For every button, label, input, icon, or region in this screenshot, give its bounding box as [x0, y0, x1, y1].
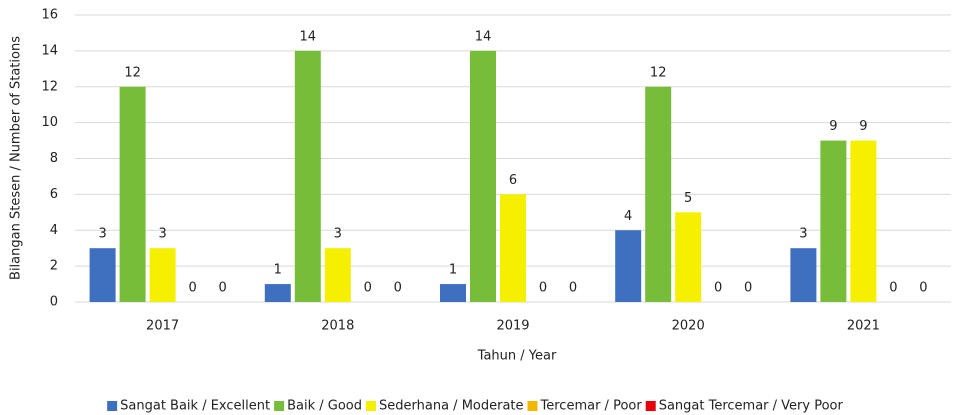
data-label: 14 — [300, 29, 317, 44]
data-label: 0 — [218, 281, 226, 296]
data-label: 3 — [98, 227, 106, 242]
data-label: 12 — [124, 65, 141, 80]
bar — [119, 86, 146, 302]
data-label: 0 — [919, 281, 927, 296]
data-label: 6 — [509, 173, 517, 188]
data-label: 3 — [799, 227, 807, 242]
data-label: 3 — [334, 227, 342, 242]
bar — [324, 248, 351, 302]
data-label: 3 — [158, 227, 166, 242]
legend-label: Sederhana / Moderate — [379, 399, 524, 414]
legend-label: Sangat Tercemar / Very Poor — [659, 399, 844, 414]
data-label: 0 — [188, 281, 196, 296]
data-label: 0 — [364, 281, 372, 296]
data-label: 4 — [624, 209, 632, 224]
data-label: 0 — [539, 281, 547, 296]
data-label: 1 — [449, 263, 457, 278]
data-label: 0 — [569, 281, 577, 296]
x-tick-label: 2020 — [672, 319, 705, 334]
bar — [470, 50, 496, 302]
legend-swatch — [274, 401, 285, 411]
data-label: 5 — [684, 191, 692, 206]
y-axis-label: Bilangan Stesen / Number of Stations — [9, 36, 24, 280]
x-tick-label: 2018 — [321, 319, 354, 334]
legend-label: Baik / Good — [287, 399, 362, 414]
legend-swatch — [107, 401, 118, 411]
legend-label: Tercemar / Poor — [540, 399, 643, 414]
data-label: 0 — [714, 281, 722, 296]
x-axis-label: Tahun / Year — [477, 349, 557, 364]
legend-label: Sangat Baik / Excellent — [120, 399, 270, 414]
bar — [820, 140, 847, 302]
bar — [675, 212, 702, 302]
bar — [615, 230, 642, 302]
data-label: 1 — [274, 263, 282, 278]
data-label: 12 — [650, 65, 667, 80]
data-label: 9 — [859, 119, 867, 134]
bar — [850, 140, 877, 302]
y-tick-label: 16 — [41, 8, 58, 23]
bar — [500, 194, 526, 302]
data-label: 0 — [889, 281, 897, 296]
x-tick-label: 2021 — [847, 319, 880, 334]
y-tick-label: 6 — [50, 187, 58, 202]
y-tick-label: 8 — [50, 151, 58, 166]
x-tick-label: 2017 — [146, 319, 179, 334]
bar — [149, 248, 176, 302]
y-tick-label: 14 — [41, 43, 58, 58]
y-tick-label: 2 — [50, 259, 58, 274]
bar — [645, 86, 672, 302]
bar — [264, 284, 291, 302]
data-label: 14 — [475, 29, 492, 44]
bar — [89, 248, 116, 302]
data-label: 0 — [394, 281, 402, 296]
y-tick-label: 10 — [41, 115, 58, 130]
legend-swatch — [527, 401, 538, 411]
y-tick-label: 12 — [41, 79, 58, 94]
x-tick-label: 2019 — [496, 319, 529, 334]
bar — [790, 248, 817, 302]
data-label: 0 — [744, 281, 752, 296]
y-tick-label: 0 — [50, 295, 58, 310]
legend-swatch — [366, 401, 377, 411]
bar — [294, 50, 321, 302]
bar — [440, 284, 466, 302]
legend-swatch — [645, 401, 656, 411]
data-label: 9 — [829, 119, 837, 134]
y-tick-label: 4 — [50, 223, 58, 238]
